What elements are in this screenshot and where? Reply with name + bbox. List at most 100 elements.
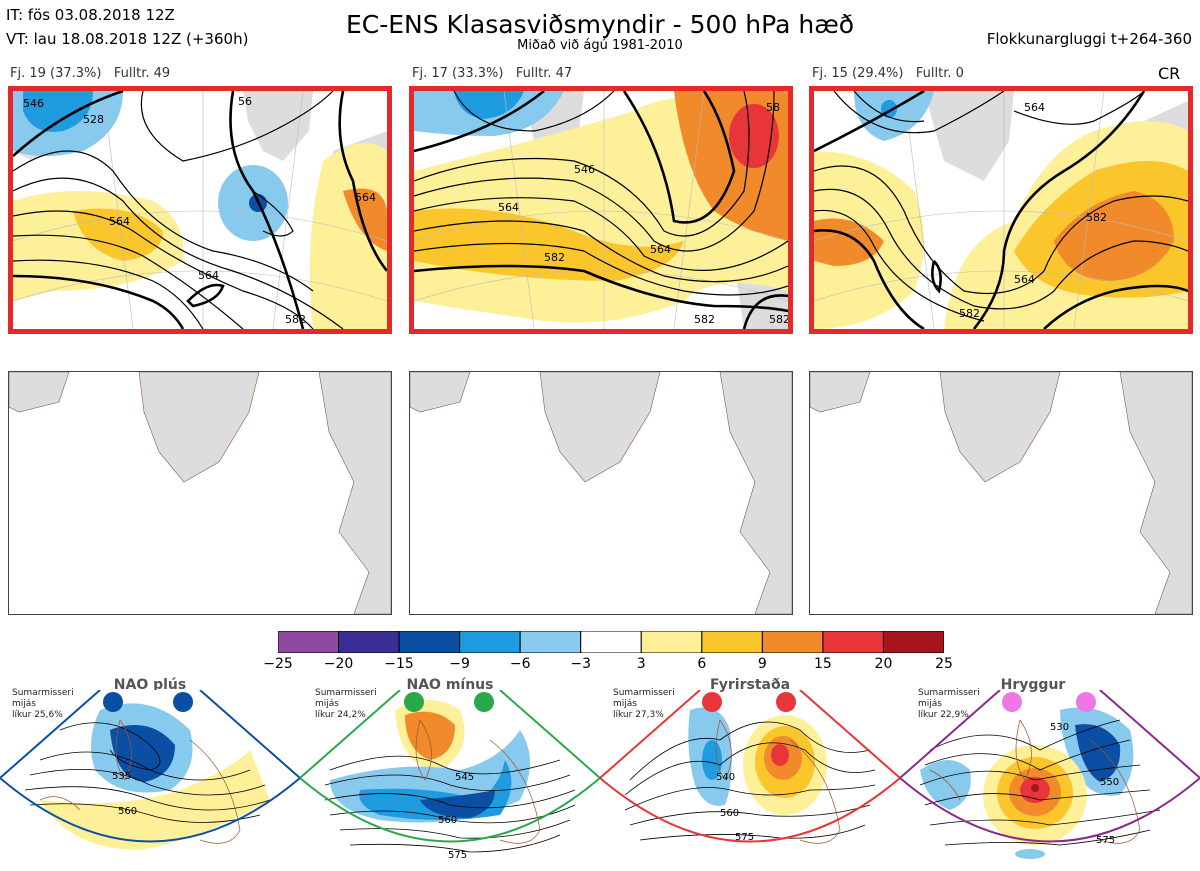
regime-info-period: mijás [613, 699, 637, 709]
anomaly-positive-strong [405, 711, 455, 760]
colorbar-swatch [278, 631, 340, 653]
colorbar-tick-label: −20 [323, 656, 354, 672]
contour-label: 528 [83, 113, 104, 126]
regime-indicator-dot [404, 692, 424, 712]
cluster-3-fraction: Fj. 15 (29.4%) [812, 66, 904, 81]
colorbar-tick-label: 9 [757, 656, 767, 672]
regime-2-info: Sumarmisseri mijás líkur 24,2% [315, 688, 405, 721]
regime-info-season: Sumarmisseri [613, 688, 675, 698]
colorbar-tick-label: −6 [509, 656, 531, 672]
contour-label: 564 [109, 215, 130, 228]
regime-info-period: mijás [12, 699, 36, 709]
colorbar-swatch [580, 631, 642, 653]
colorbar-tick-label: −3 [570, 656, 592, 672]
colorbar-swatch [822, 631, 884, 653]
anomaly-negative [920, 760, 971, 810]
regime-4-info: Sumarmisseri mijás líkur 22,9% [918, 688, 1008, 721]
landmass [410, 372, 471, 413]
colorbar-swatch [398, 631, 461, 653]
contour-label: 546 [574, 163, 595, 176]
landmass [924, 91, 1014, 181]
regime-maps: 535 560 545 560 575 [0, 690, 1200, 861]
contour-label: 582 [544, 251, 565, 264]
colorbar-swatch [761, 631, 824, 653]
regime-info-probability: líkur 27,3% [613, 710, 664, 720]
contour-label: 564 [198, 269, 219, 282]
anomaly-negative-strong [110, 725, 175, 782]
contour-label: 540 [716, 772, 735, 783]
contour-label: 546 [23, 97, 44, 110]
regime-4-map: 530 550 575 [899, 690, 1200, 859]
anomaly-negative [1015, 849, 1045, 859]
colorbar-tick-label: −15 [384, 656, 414, 672]
regime-info-probability: líkur 25,6% [12, 710, 63, 720]
regime-1-info: Sumarmisseri mijás líkur 25,6% [12, 688, 102, 721]
colorbar-swatch [640, 631, 703, 653]
page-title: EC-ENS Klasasviðsmyndir - 500 hPa hæð [345, 10, 855, 39]
landmass [810, 372, 871, 413]
contour-label: 564 [650, 243, 671, 256]
regime-info-probability: líkur 22,9% [918, 710, 969, 720]
cluster-3-representative: Fulltr. 0 [915, 66, 964, 81]
landmass [939, 372, 1061, 483]
regime-info-period: mijás [315, 699, 339, 709]
cluster-1-representative: Fulltr. 49 [113, 66, 171, 81]
regime-3-title: Fyrirstaða [709, 677, 791, 693]
anomaly-positive-strong [729, 104, 779, 168]
colorbar-tick-label: −9 [449, 656, 470, 672]
contour-label: 582 [1086, 211, 1107, 224]
cluster-3-map: 564 564 582 582 [809, 86, 1193, 334]
contour-label: 582 [285, 313, 306, 326]
anomaly-positive-strong [414, 208, 684, 281]
contour-label: 575 [735, 832, 754, 843]
colorbar [278, 631, 944, 653]
contour-label: 560 [720, 808, 739, 819]
regime-info-probability: líkur 24,2% [315, 710, 366, 720]
landmass [9, 372, 70, 413]
cluster-2-map: 546 564 564 582 582 582 58 [409, 86, 793, 334]
regime-info-period: mijás [918, 699, 942, 709]
landmass [138, 372, 260, 483]
regime-3-map: 540 560 575 [599, 690, 901, 844]
contour-label: 575 [448, 850, 467, 861]
colorbar-tick-label: 3 [636, 656, 646, 672]
anomaly-negative-strong [1075, 724, 1121, 782]
cluster-1-map: 546 528 56 564 564 564 582 [8, 86, 392, 334]
cluster-2-label: Fj. 17 (33.3%) Fulltr. 47 [412, 66, 572, 81]
contour-label: 560 [118, 806, 137, 817]
regime-2-map: 545 560 575 [299, 690, 601, 861]
cluster-2-representative: Fulltr. 47 [515, 66, 573, 81]
empty-map-3 [809, 371, 1193, 615]
anomaly-negative-strong [23, 91, 93, 132]
regime-indicator-dot [1076, 692, 1096, 712]
cluster-window: Flokkunargluggi t+264-360 [986, 30, 1192, 48]
anomaly-positive-strong [73, 208, 163, 261]
contour-label: 530 [1050, 722, 1069, 733]
landmass [318, 372, 391, 614]
page-subtitle: Miðað við ágú 1981-2010 [517, 38, 683, 53]
landmass [1119, 372, 1192, 614]
colorbar-swatch [459, 631, 521, 653]
contour-label: 564 [355, 191, 376, 204]
landmass [719, 372, 792, 614]
regime-3-info: Sumarmisseri mijás líkur 27,3% [613, 688, 703, 721]
contour-label: 550 [1100, 777, 1119, 788]
anomaly-positive-strong [771, 744, 789, 766]
regime-1-title: NAO plús [113, 677, 187, 693]
anomaly-negative-strong [702, 740, 722, 780]
regime-indicator-dot [103, 692, 123, 712]
colorbar-swatch [882, 631, 944, 653]
initial-time: IT: fös 03.08.2018 12Z [6, 6, 175, 24]
regime-indicator-dot [173, 692, 193, 712]
contour-label: 560 [438, 815, 457, 826]
anomaly-negative-strong [420, 790, 495, 818]
cluster-3-label: Fj. 15 (29.4%) Fulltr. 0 [812, 66, 964, 81]
contour-label: 545 [455, 772, 474, 783]
contour-label: 564 [1014, 273, 1035, 286]
colorbar-swatch [338, 631, 400, 653]
regime-indicator-dot [474, 692, 494, 712]
contour-label: 582 [959, 307, 980, 320]
contour-label: 582 [769, 313, 788, 326]
regime-indicator-dot [702, 692, 722, 712]
regime-indicator-dot [1002, 692, 1022, 712]
